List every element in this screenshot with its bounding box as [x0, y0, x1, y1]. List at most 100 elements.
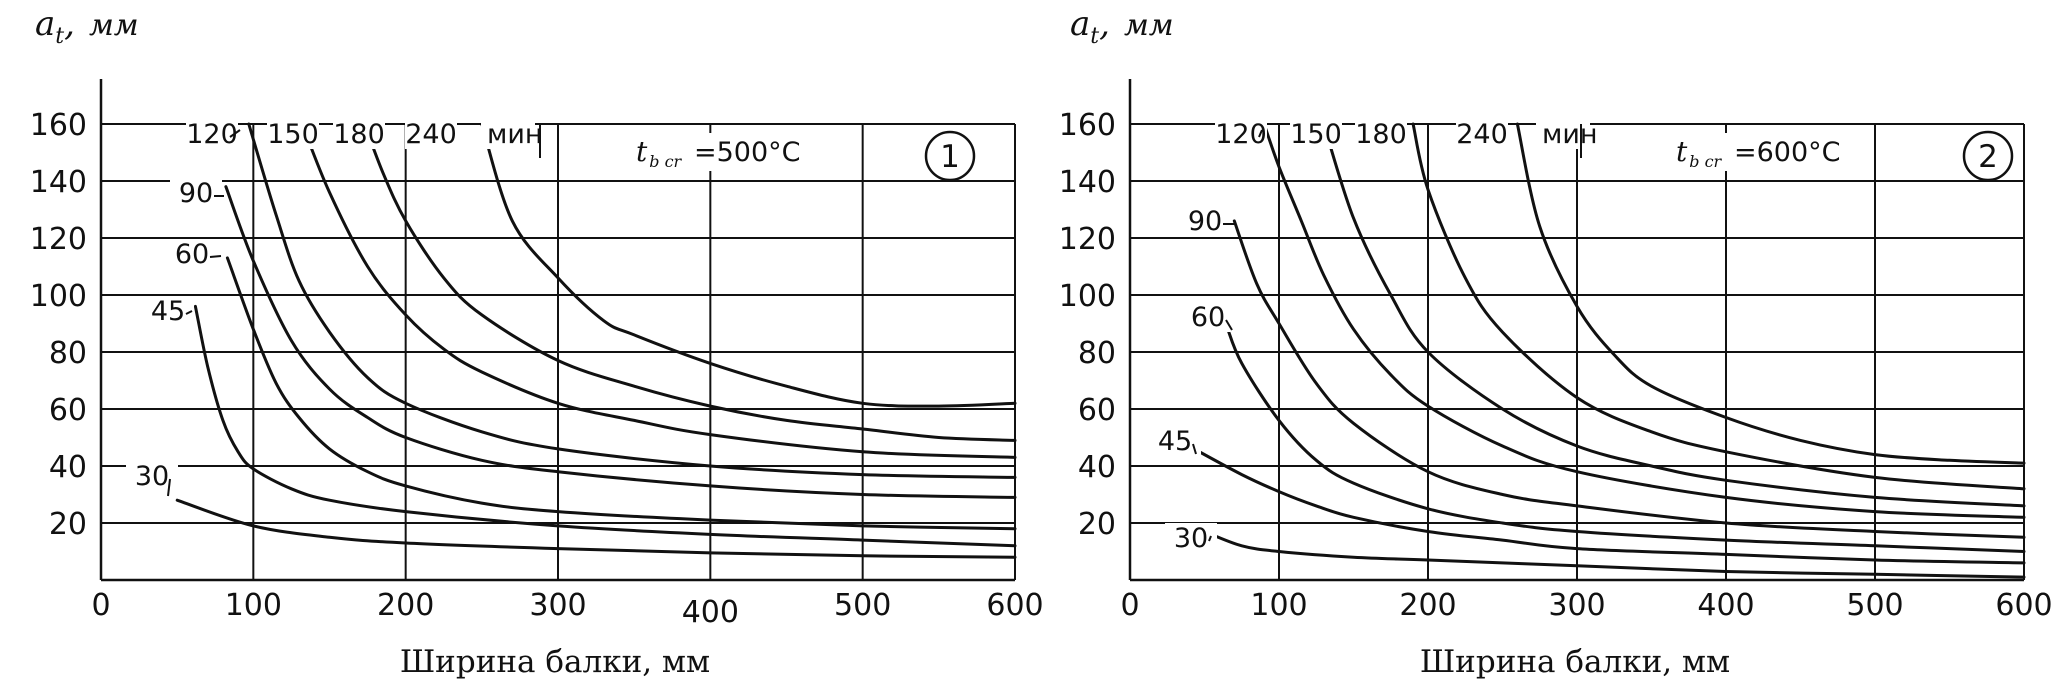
- series-curve-60: [225, 256, 1017, 531]
- y-tick-label: 80: [1078, 336, 1116, 371]
- series-curve-45: [1192, 447, 2026, 565]
- series-curve-90: [1232, 219, 2026, 539]
- x-tick-label: 300: [529, 588, 586, 623]
- series-leader-30: [167, 478, 171, 497]
- x-axis-title: Ширина балки, мм: [400, 644, 710, 680]
- series-label-bg-180: [333, 119, 385, 149]
- series-curve-45: [193, 304, 1017, 548]
- x-tick-label: 200: [377, 588, 434, 623]
- series-curve-150: [1322, 122, 2026, 508]
- series-curve-120: [1262, 122, 2026, 519]
- panel-number: 1: [940, 139, 960, 175]
- series-label-bg-240: [1456, 119, 1508, 149]
- series-label-bg-150: [267, 119, 319, 149]
- y-tick-label: 100: [1059, 279, 1116, 314]
- x-tick-label: 0: [1120, 588, 1139, 623]
- series-curve-90: [224, 185, 1017, 499]
- series-label-120: 120: [186, 119, 238, 150]
- series-label-bg-150: [1290, 119, 1342, 149]
- series-curve-30: [1203, 530, 2026, 579]
- y-tick-label: 120: [30, 222, 87, 257]
- series-label-bg-90: [1179, 206, 1231, 236]
- series-curve-30: [175, 498, 1017, 559]
- series-label-150: 150: [1290, 119, 1342, 150]
- series-label-bg-45: [142, 296, 194, 326]
- y-tick-label: 40: [49, 450, 87, 485]
- x-tick-label: 100: [1250, 588, 1307, 623]
- x-tick-label: 0: [91, 588, 110, 623]
- unit-label: мин: [487, 119, 543, 150]
- series-label-bg-120: [186, 119, 238, 149]
- panel-number: 2: [1978, 139, 1998, 175]
- x-axis-title: Ширина балки, мм: [1420, 644, 1730, 680]
- panel-number-circle: [1962, 130, 2014, 182]
- y-tick-label: 140: [1059, 165, 1116, 200]
- y-tick-label: 20: [49, 507, 87, 542]
- series-label-90: 90: [1188, 206, 1222, 237]
- series-label-bg-180: [1355, 119, 1407, 149]
- unit-label-bg: [481, 119, 535, 149]
- series-curve-120: [247, 122, 1017, 479]
- y-tick-label: 20: [1078, 507, 1116, 542]
- chart-panel-2: 20 40 60 80 100 120 140 160 0 100 200 300 400 500 600 a…: [1059, 4, 2053, 680]
- y-tick-label: 40: [1078, 450, 1116, 485]
- x-tick-label: 600: [986, 588, 1043, 623]
- series-label-150: 150: [267, 119, 319, 150]
- series-label-240: 240: [405, 119, 457, 150]
- y-tick-label: 60: [49, 393, 87, 428]
- series-label-bg-60: [166, 239, 218, 269]
- series-leader-60: [209, 255, 222, 258]
- series-curve-150: [300, 122, 1017, 459]
- series-label-45: 45: [151, 296, 185, 327]
- y-tick-label: 160: [1059, 108, 1116, 143]
- unit-label: мин: [1542, 119, 1598, 150]
- series-curve-60: [1225, 324, 2026, 553]
- series-curve-240: [1515, 122, 2026, 465]
- y-tick-label: 80: [49, 336, 87, 371]
- x-tick-label: 400: [1697, 588, 1754, 623]
- x-tick-label: 500: [1846, 588, 1903, 623]
- series-curve-180: [363, 122, 1017, 442]
- y-axis-label: at, мм: [1070, 4, 1174, 49]
- series-label-240: 240: [1456, 119, 1508, 150]
- critical-temp-bg: [1668, 133, 1818, 171]
- x-tick-label: 200: [1399, 588, 1456, 623]
- series-label-60: 60: [1191, 302, 1225, 333]
- series-label-120: 120: [1215, 119, 1267, 150]
- panel-number-circle: [924, 130, 976, 182]
- series-curve-240: [480, 122, 1017, 408]
- series-label-bg-90: [170, 178, 222, 208]
- series-label-bg-240: [405, 119, 457, 149]
- x-tick-label: 500: [834, 588, 891, 623]
- series-label-30: 30: [1174, 523, 1208, 554]
- series-label-30: 30: [135, 461, 169, 492]
- y-tick-label: 60: [1078, 393, 1116, 428]
- series-label-45: 45: [1158, 426, 1192, 457]
- series-label-180: 180: [333, 119, 385, 150]
- y-tick-label: 140: [30, 165, 87, 200]
- series-label-180: 180: [1355, 119, 1407, 150]
- x-tick-label: 300: [1548, 588, 1605, 623]
- x-tick-label: 100: [225, 588, 282, 623]
- series-label-bg-45: [1149, 426, 1201, 456]
- series-label-bg-60: [1182, 302, 1234, 332]
- series-label-bg-120: [1215, 119, 1267, 149]
- critical-temp-value: =600°C: [1734, 137, 1841, 168]
- critical-temp-bg: [628, 133, 778, 171]
- series-label-90: 90: [179, 178, 213, 209]
- y-axis-label: at, мм: [35, 4, 139, 49]
- series-leader-45: [1192, 443, 1197, 455]
- critical-temp-value: =500°C: [694, 137, 801, 168]
- series-label-bg-30: [1165, 523, 1217, 553]
- x-tick-label: 400: [682, 595, 739, 630]
- series-leader-120: [229, 129, 241, 138]
- x-tick-label: 600: [1995, 588, 2052, 623]
- y-tick-label: 120: [1059, 222, 1116, 257]
- y-tick-label: 100: [30, 279, 87, 314]
